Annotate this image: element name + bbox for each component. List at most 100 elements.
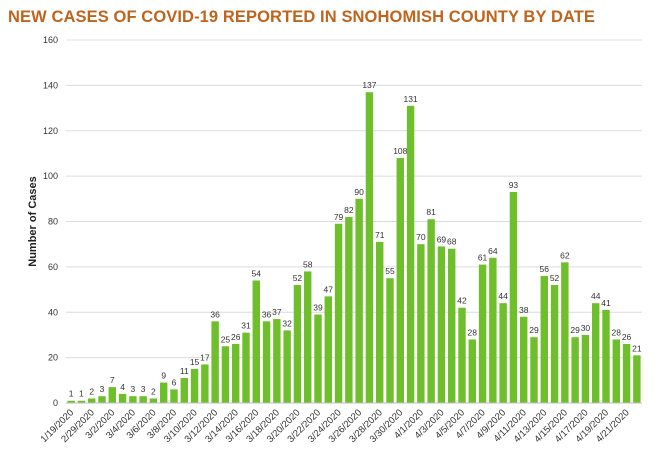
bar [478, 264, 487, 403]
bar [581, 334, 590, 403]
data-label: 2 [151, 386, 156, 396]
bar [499, 303, 507, 403]
bar [211, 321, 219, 403]
data-label: 70 [416, 232, 426, 242]
y-tick-label: 80 [48, 217, 58, 227]
bar [221, 346, 230, 403]
bar [550, 285, 559, 403]
data-label: 44 [498, 291, 508, 301]
data-label: 37 [272, 307, 282, 317]
bar [592, 303, 600, 403]
y-tick-label: 0 [53, 398, 58, 408]
bar [633, 355, 641, 403]
y-tick-label: 40 [48, 307, 58, 317]
bar [149, 398, 158, 403]
data-label: 36 [210, 309, 220, 319]
bar [314, 314, 322, 403]
data-label: 26 [231, 332, 241, 342]
bar [180, 378, 188, 403]
data-label: 29 [570, 325, 580, 335]
chart-title: NEW CASES OF COVID-19 REPORTED IN SNOHOM… [8, 8, 596, 26]
bar [355, 198, 363, 403]
bar [561, 262, 569, 403]
bar [602, 309, 610, 403]
data-label: 62 [560, 250, 570, 260]
data-label: 6 [172, 377, 177, 387]
bar [170, 389, 178, 403]
y-axis-title: Number of Cases [27, 176, 39, 266]
bar [376, 241, 384, 403]
bar [396, 157, 404, 403]
data-label: 38 [519, 305, 529, 315]
bar [437, 246, 446, 403]
data-label: 25 [221, 334, 231, 344]
bar [622, 344, 631, 403]
bar [77, 400, 86, 403]
data-label: 58 [303, 259, 313, 269]
bar [232, 344, 240, 403]
data-label: 21 [632, 343, 642, 353]
bar [67, 400, 75, 403]
bar [448, 248, 456, 403]
bar [108, 387, 116, 403]
data-label: 26 [622, 332, 632, 342]
bar [160, 382, 168, 403]
bar [365, 92, 374, 404]
data-label: 90 [354, 187, 364, 197]
data-label: 108 [393, 146, 407, 156]
data-label: 17 [200, 352, 210, 362]
bar [427, 219, 435, 403]
data-label: 31 [241, 321, 251, 331]
data-label: 29 [529, 325, 539, 335]
bar [509, 192, 518, 403]
bar [252, 280, 260, 403]
data-label: 2 [89, 386, 94, 396]
data-label: 44 [591, 291, 601, 301]
bar [520, 316, 528, 403]
data-label: 52 [293, 273, 303, 283]
bar [129, 396, 137, 403]
data-label: 39 [313, 303, 323, 313]
bar [283, 330, 291, 403]
data-label: 82 [344, 205, 354, 215]
data-label: 28 [612, 327, 622, 337]
bar [489, 257, 497, 403]
data-label: 71 [375, 230, 385, 240]
bar [334, 223, 343, 403]
bar [571, 337, 579, 403]
bar [190, 368, 199, 403]
data-label: 11 [180, 366, 189, 376]
data-label: 55 [385, 266, 395, 276]
bar [406, 105, 415, 403]
y-tick-label: 160 [43, 35, 58, 45]
y-tick-label: 20 [48, 353, 58, 363]
data-label: 41 [601, 298, 611, 308]
data-label: 64 [488, 246, 498, 256]
data-label: 54 [252, 268, 262, 278]
data-label: 30 [581, 323, 591, 333]
data-label: 3 [130, 384, 135, 394]
data-label: 7 [110, 375, 115, 385]
data-label: 36 [262, 309, 272, 319]
bar [458, 307, 466, 403]
bar [242, 332, 250, 403]
data-label: 47 [324, 284, 334, 294]
bar [345, 216, 353, 403]
bar [612, 339, 620, 403]
data-label: 42 [457, 296, 467, 306]
bar [273, 319, 281, 403]
bar [304, 271, 312, 403]
y-tick-label: 100 [43, 171, 58, 181]
y-tick-label: 60 [48, 262, 58, 272]
bar [468, 339, 476, 403]
data-label: 137 [362, 80, 376, 90]
bar [324, 296, 332, 403]
data-label: 68 [447, 237, 457, 247]
data-label: 61 [478, 253, 488, 263]
bar [201, 364, 209, 403]
data-label: 1 [69, 389, 74, 399]
data-label: 32 [282, 318, 292, 328]
bar [530, 337, 538, 403]
data-label: 69 [437, 234, 447, 244]
